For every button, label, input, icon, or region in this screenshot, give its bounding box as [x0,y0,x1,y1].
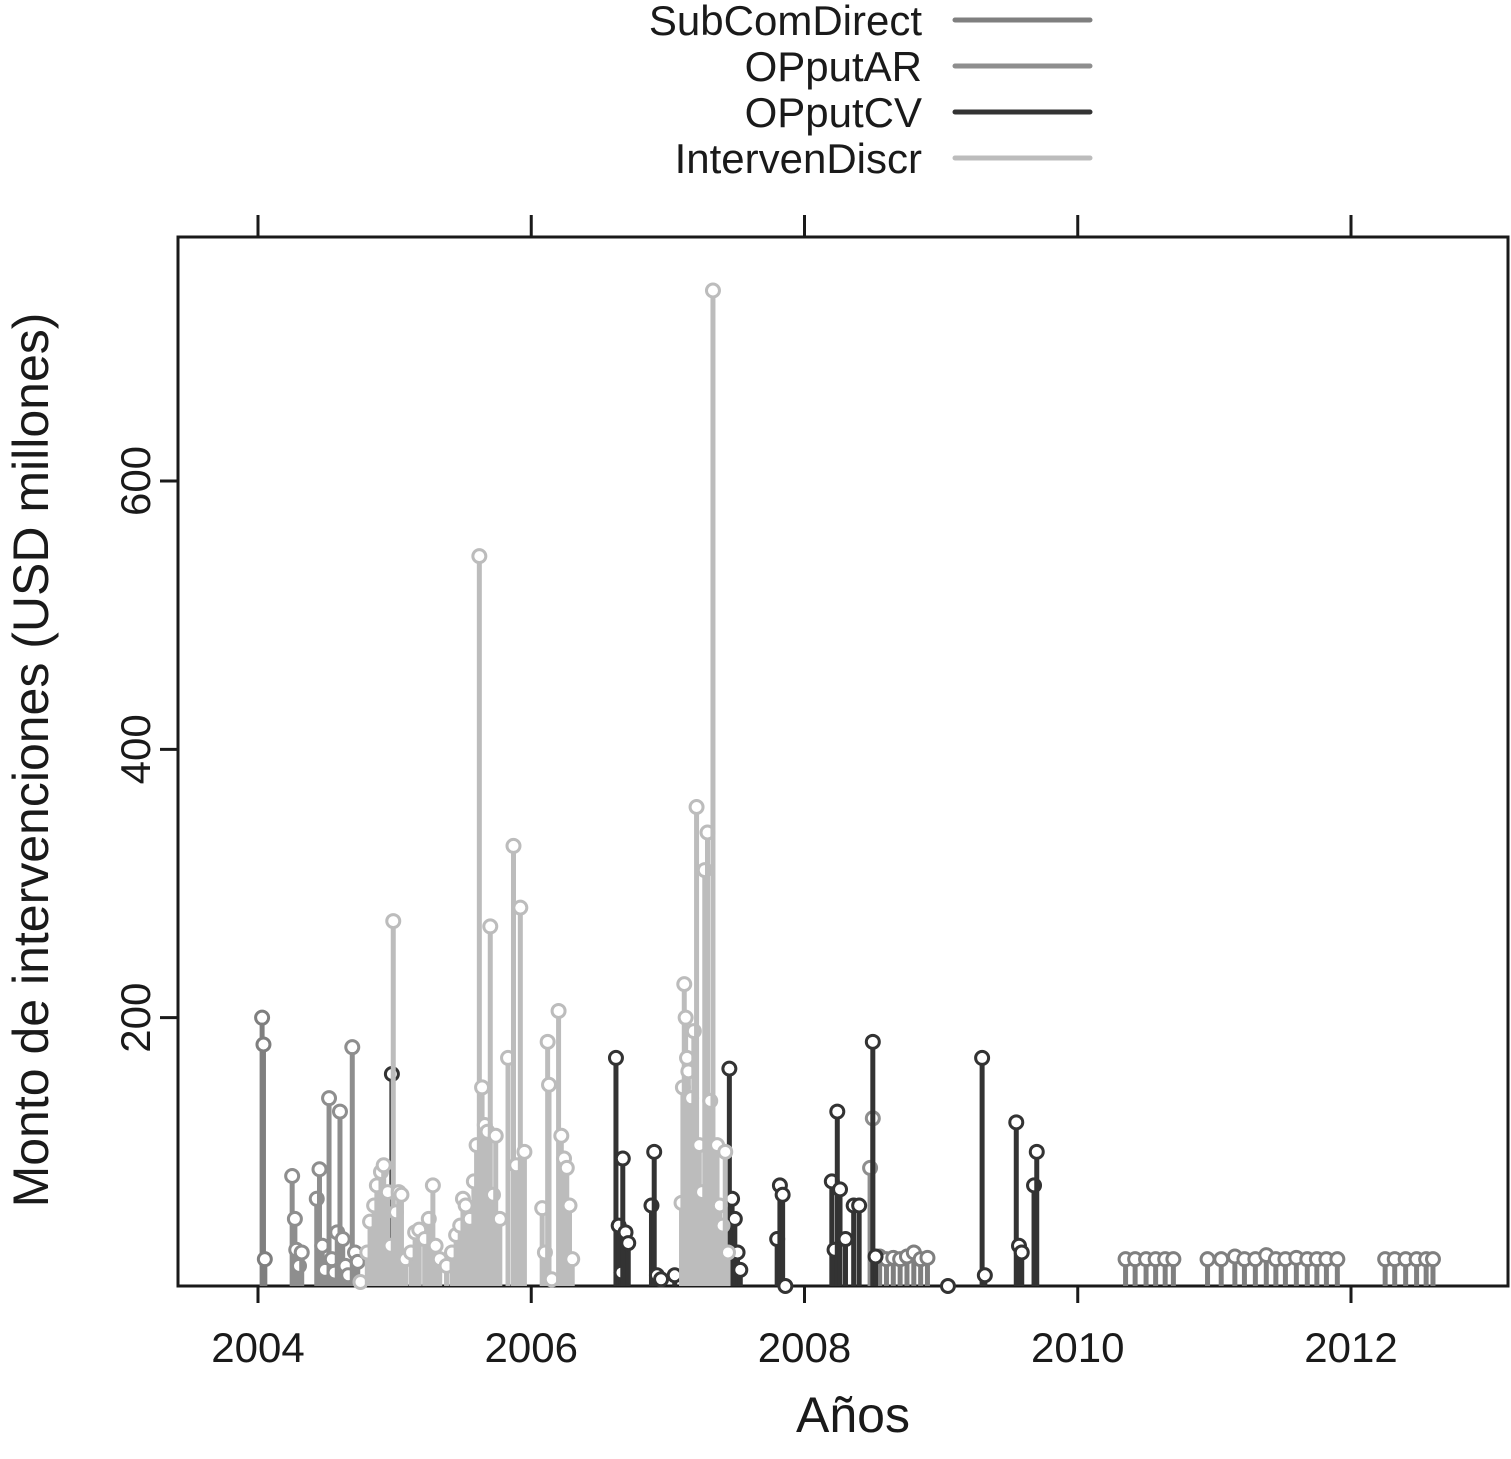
point-subcomdirect [256,1251,273,1268]
point-intervendiscr [482,918,499,935]
point-intervendiscr [512,899,529,916]
point-opputcv [607,1049,624,1066]
point-opputcv [974,1049,991,1066]
point-opputcv [1013,1244,1030,1261]
point-subcomdirect [1424,1251,1441,1268]
point-opputcv [976,1267,993,1284]
point-subcomdirect [1165,1251,1182,1268]
y-tick-label: 200 [112,983,159,1053]
legend-label: SubComDirect [649,0,922,44]
data-marks [254,282,1441,1294]
y-axis: 200 400 600 [112,446,178,1053]
point-intervendiscr [427,1237,444,1254]
point-intervendiscr [558,1159,575,1176]
point-opputar [286,1210,303,1227]
point-intervendiscr [375,1157,392,1174]
y-tick-label: 400 [112,714,159,784]
point-subcomdirect [255,1036,272,1053]
point-intervendiscr [474,1079,491,1096]
point-intervendiscr [704,282,721,299]
point-intervendiscr [471,548,488,565]
legend-label: OPputCV [745,89,922,136]
point-intervendiscr [541,1076,558,1093]
point-intervendiscr [688,799,705,816]
point-intervendiscr [676,976,693,993]
point-intervendiscr [424,1177,441,1194]
point-intervendiscr [457,1197,474,1214]
point-intervendiscr [393,1186,410,1203]
point-subcomdirect [919,1249,936,1266]
x-tick-label: 2004 [211,1324,304,1371]
x-tick-label: 2006 [485,1324,578,1371]
point-intervendiscr [539,1033,556,1050]
point-intervendiscr [550,1002,567,1019]
point-intervendiscr [717,1143,734,1160]
point-intervendiscr [487,1127,504,1144]
legend-label: OPputAR [745,43,922,90]
point-intervendiscr [564,1251,581,1268]
point-opputar [331,1103,348,1120]
point-opputar [321,1090,338,1107]
point-opputcv [726,1210,743,1227]
point-intervendiscr [385,913,402,930]
point-opputcv [864,1033,881,1050]
point-opputcv [777,1278,794,1294]
point-intervendiscr [491,1210,508,1227]
point-intervendiscr [505,837,522,854]
point-opputar [293,1244,310,1261]
point-intervendiscr [561,1197,578,1214]
point-opputcv [732,1261,749,1278]
x-tick-label: 2008 [758,1324,851,1371]
legend-label: IntervenDiscr [675,135,922,182]
point-opputcv [774,1186,791,1203]
point-subcomdirect [1213,1251,1230,1268]
point-opputcv [646,1143,663,1160]
point-opputcv [614,1150,631,1167]
point-opputar [311,1161,328,1178]
point-opputar [344,1039,361,1056]
x-axis-title: Años [796,1387,910,1443]
x-axis: 2004 2006 2008 2010 2012 [211,215,1398,1371]
y-axis-title: Monto de intervenciones (USD millones) [3,313,59,1208]
point-opputcv [721,1060,738,1077]
point-opputcv [832,1181,849,1198]
point-opputcv [851,1197,868,1214]
point-opputcv [653,1271,670,1288]
point-intervendiscr [516,1143,533,1160]
point-intervendiscr [553,1127,570,1144]
point-opputar [349,1253,366,1270]
point-opputar [334,1231,351,1248]
point-intervendiscr [719,1244,736,1261]
x-tick-label: 2010 [1031,1324,1124,1371]
point-opputar [284,1167,301,1184]
point-opputcv [939,1278,956,1294]
point-opputcv [867,1248,884,1265]
point-opputcv [1028,1143,1045,1160]
point-subcomdirect [1329,1251,1346,1268]
point-subcomdirect [1199,1251,1216,1268]
point-opputcv [1008,1114,1025,1131]
point-subcomdirect [254,1009,271,1026]
point-opputcv [829,1103,846,1120]
point-intervendiscr [677,1009,694,1026]
point-opputcv [837,1231,854,1248]
y-tick-label: 600 [112,446,159,516]
x-tick-label: 2012 [1304,1324,1397,1371]
point-opputcv [620,1235,637,1252]
